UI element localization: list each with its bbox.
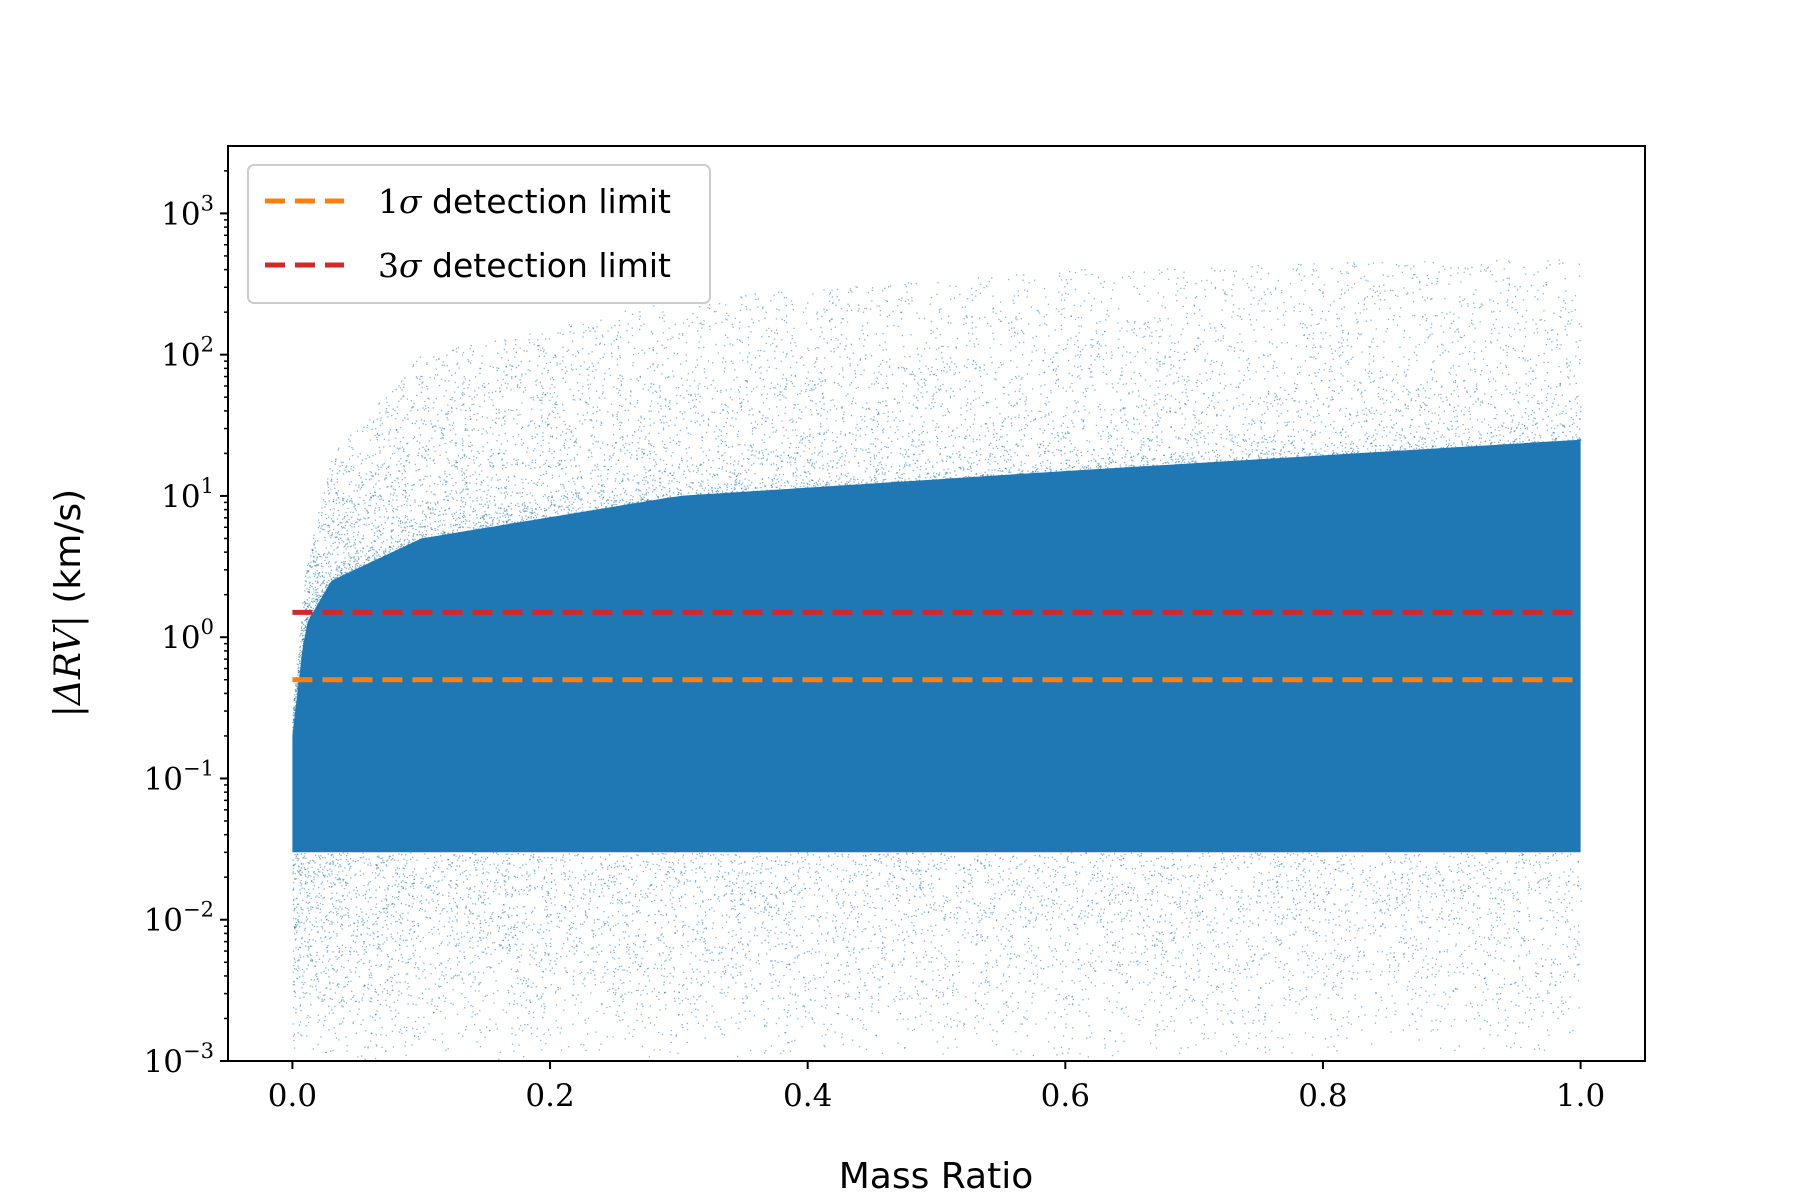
legend-label: 3σ detection limit — [378, 246, 671, 285]
scatter-points — [292, 259, 1582, 1061]
y-axis-label-symbol: |ΔRV| — [48, 615, 89, 717]
y-axis-label: |ΔRV| (km/s) — [48, 489, 89, 717]
x-tick-label: 0.4 — [783, 1078, 832, 1114]
x-tick-label: 0.8 — [1298, 1078, 1347, 1114]
y-tick-label: 100 — [161, 615, 214, 656]
detection-lines — [292, 609, 1581, 683]
plot-area-frame — [227, 145, 1646, 1062]
scatter-core — [292, 439, 1581, 853]
legend-box — [247, 164, 711, 304]
y-axis-ticks: 10−3 10−2 10−1 100 101 102 103 — [144, 170, 228, 1080]
x-axis-ticks: 0.0 0.2 0.4 0.6 0.8 1.0 — [268, 1061, 1605, 1114]
x-tick-label: 0.2 — [525, 1078, 574, 1114]
y-tick-label: 10−3 — [144, 1039, 214, 1080]
x-tick-label: 1.0 — [1556, 1078, 1605, 1114]
y-tick-label: 103 — [161, 191, 214, 232]
legend: 1σ detection limit 3σ detection limit — [247, 164, 711, 304]
x-tick-label: 0.6 — [1041, 1078, 1090, 1114]
y-tick-label: 10−1 — [144, 756, 214, 797]
y-tick-label: 101 — [161, 474, 214, 515]
x-axis-label: Mass Ratio — [839, 1156, 1034, 1197]
y-tick-label: 102 — [161, 333, 214, 374]
x-tick-label: 0.0 — [268, 1078, 317, 1114]
legend-label: 1σ detection limit — [378, 182, 671, 221]
y-tick-label: 10−2 — [144, 898, 214, 939]
y-axis-label-unit: (km/s) — [48, 489, 89, 615]
